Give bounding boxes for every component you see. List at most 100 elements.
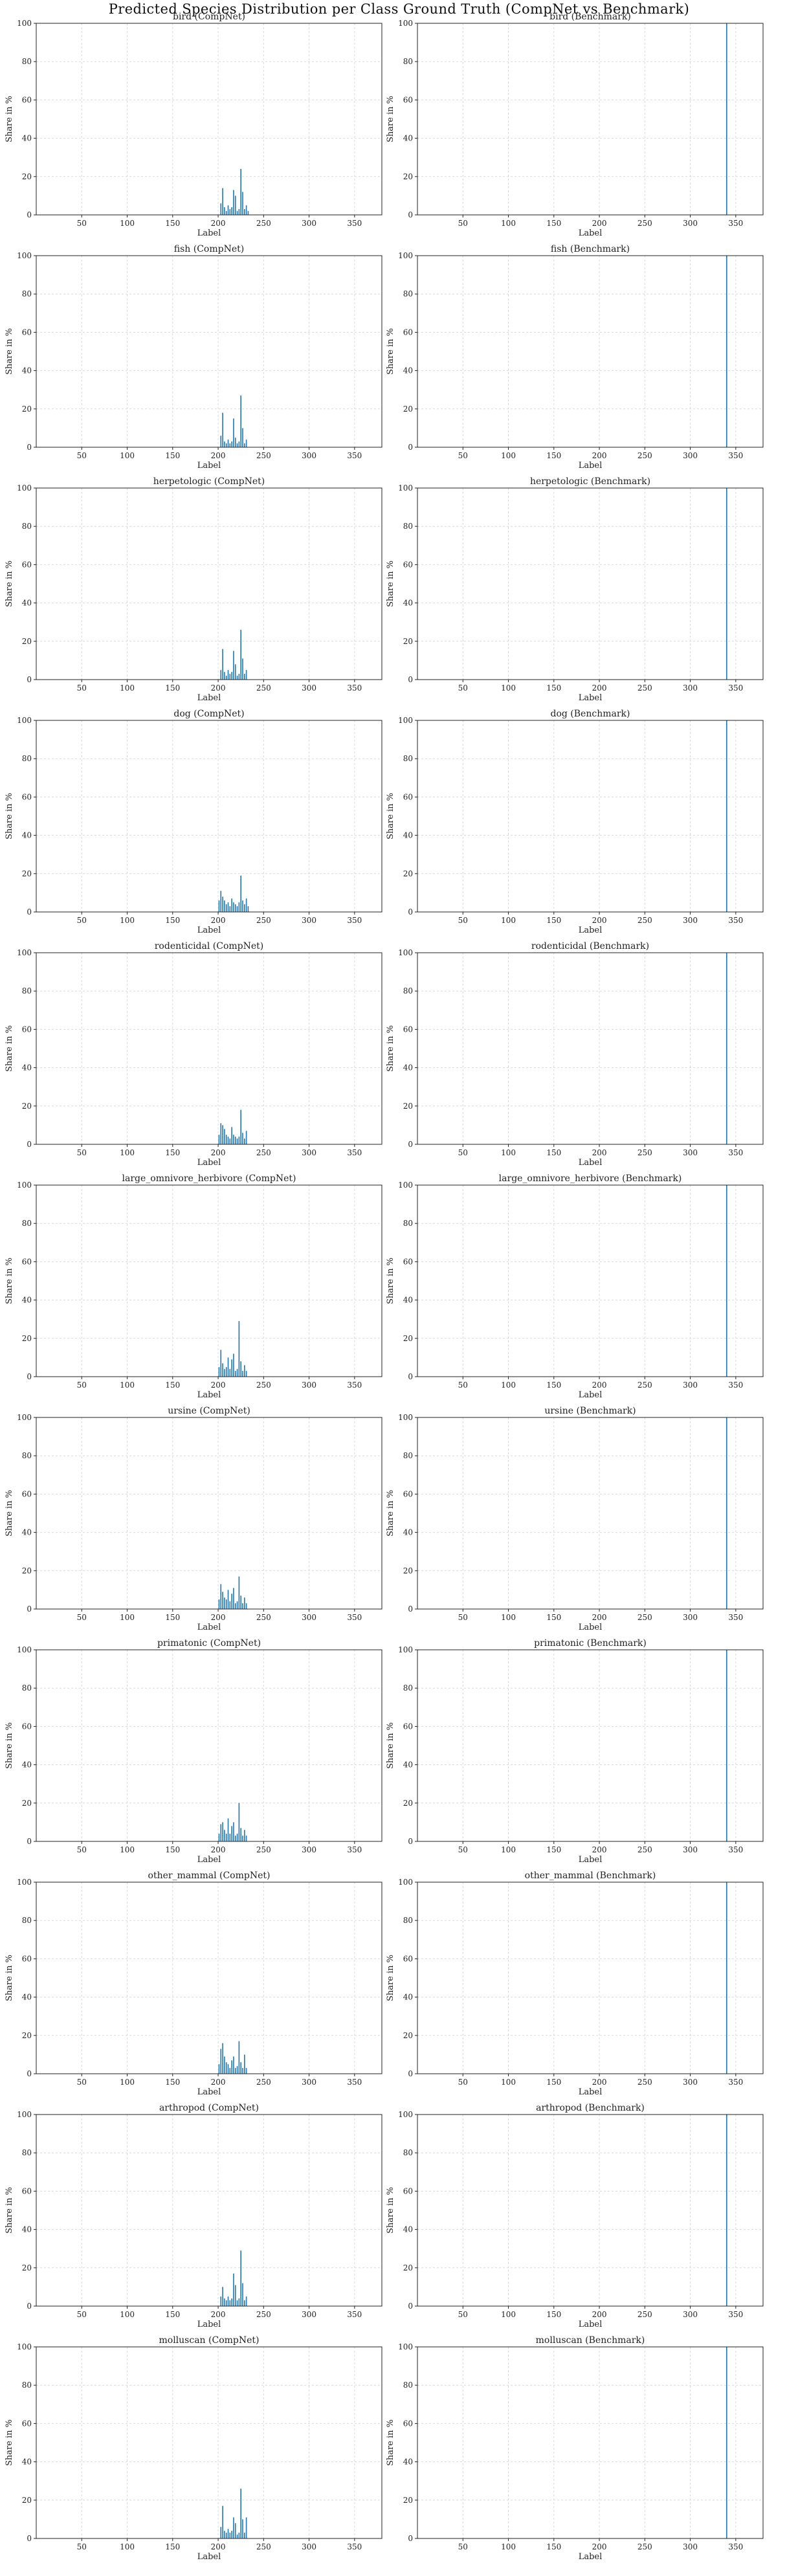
x-tick-label: 100 (501, 1845, 516, 1854)
chart-panel: herpetologic (Benchmark)50 100 150 200 250 30… (386, 476, 764, 703)
plot-frame (417, 23, 764, 216)
x-tick-label: 150 (165, 1148, 180, 1157)
x-tick-label: 50 (77, 451, 87, 460)
x-tick-label: 50 (458, 219, 468, 228)
y-tick-label: 60 (22, 1489, 32, 1498)
bar (220, 891, 222, 912)
y-tick-label: 20 (403, 1799, 413, 1808)
x-tick-label: 200 (592, 1845, 607, 1854)
bar (234, 664, 236, 680)
bar (222, 649, 223, 680)
x-tick-label: 100 (120, 2310, 135, 2319)
bar (222, 1822, 223, 1841)
y-tick-label: 0 (27, 2302, 32, 2311)
y-tick-label: 60 (403, 792, 413, 801)
x-tick-label: 250 (256, 1381, 271, 1390)
x-tick-label: 150 (165, 451, 180, 460)
y-tick-label: 20 (403, 405, 413, 414)
x-tick-label: 250 (256, 2310, 271, 2319)
x-tick-label: 250 (637, 219, 652, 228)
y-tick-label: 80 (22, 754, 32, 763)
x-tick-label: 250 (637, 2542, 652, 2551)
x-tick-label: 150 (165, 683, 180, 693)
chart-panel: bird (CompNet) 50 100 150 200 250 300 350 0 20 40 6… (5, 12, 382, 238)
chart-title: primatonic (Benchmark) (534, 1638, 647, 1649)
bar (240, 1595, 241, 1609)
x-tick-label: 200 (592, 683, 607, 693)
y-tick-label: 60 (22, 95, 32, 104)
bar (245, 205, 247, 215)
chart-panel: arthropod (Benchmark)50 100 150 200 250 300 35… (386, 2103, 764, 2329)
x-tick-label: 200 (211, 916, 226, 925)
y-tick-label: 0 (408, 2302, 413, 2311)
y-tick-label: 100 (398, 251, 413, 260)
x-tick-label: 200 (592, 1148, 607, 1157)
y-tick-label: 40 (22, 1993, 32, 2002)
y-axis-label: Share in % (5, 96, 14, 142)
x-tick-label: 300 (302, 916, 316, 925)
x-tick-label: 350 (728, 2542, 743, 2551)
bar (238, 1321, 240, 1377)
y-tick-label: 80 (22, 289, 32, 298)
y-tick-label: 40 (22, 366, 32, 375)
bar (222, 2505, 223, 2538)
bar (220, 1584, 222, 1609)
x-tick-label: 100 (120, 2542, 135, 2551)
chart-title: molluscan (Benchmark) (536, 2335, 645, 2346)
chart-panel: bird (Benchmark) 50 100 150 200 250 300 350 0 20 4… (386, 12, 764, 238)
bar (726, 1882, 727, 2074)
x-tick-label: 50 (77, 2078, 87, 2087)
bar (240, 2489, 241, 2538)
x-axis-label: Label (197, 1623, 221, 1632)
x-tick-label: 150 (546, 1381, 561, 1390)
bar (234, 2285, 236, 2306)
y-tick-label: 80 (22, 986, 32, 995)
y-axis-label: Share in % (386, 328, 395, 375)
x-axis-label: Label (197, 1855, 221, 1865)
chart-panel: ursine (CompNet) 50 100 150 200 250 300 350 0 20 4… (5, 1406, 382, 1632)
x-tick-label: 350 (728, 2078, 743, 2087)
chart-panel: ursine (Benchmark) 50 100 150 200 250 300 350 0 2… (386, 1406, 764, 1632)
bar (234, 2068, 236, 2074)
x-tick-label: 200 (592, 2542, 607, 2551)
y-axis-label: Share in % (386, 1490, 395, 1537)
chart-title: herpetologic (CompNet) (153, 476, 265, 487)
chart-title: rodenticidal (Benchmark) (531, 941, 649, 951)
plot-frame (36, 952, 382, 1145)
bar (224, 441, 225, 447)
bar (229, 2068, 231, 2074)
y-tick-label: 60 (403, 95, 413, 104)
x-tick-label: 350 (347, 1381, 362, 1390)
bar (224, 2531, 225, 2538)
x-tick-label: 300 (683, 1148, 698, 1157)
y-tick-label: 60 (403, 1257, 413, 1266)
plot-frame (417, 2346, 764, 2539)
plot-frame (36, 2114, 382, 2307)
y-tick-label: 80 (403, 1451, 413, 1460)
bar (222, 188, 223, 215)
x-tick-label: 100 (120, 916, 135, 925)
y-tick-label: 0 (27, 2069, 32, 2078)
chart-panel: dog (Benchmark) 50 100 150 200 250 300 350 0 20 40… (386, 709, 764, 935)
plot-frame (36, 1184, 382, 1377)
x-tick-label: 50 (458, 2310, 468, 2319)
plot-frame (36, 255, 382, 448)
chart-title: fish (Benchmark) (551, 244, 630, 254)
bar (229, 209, 231, 215)
y-tick-label: 60 (22, 792, 32, 801)
x-tick-label: 150 (546, 1148, 561, 1157)
y-tick-label: 80 (403, 986, 413, 995)
x-tick-label: 250 (637, 2078, 652, 2087)
y-tick-label: 40 (22, 2225, 32, 2234)
bar (227, 1590, 229, 1609)
chart-title: other_mammal (Benchmark) (525, 1871, 656, 1881)
y-tick-label: 40 (403, 1760, 413, 1770)
x-tick-label: 100 (120, 219, 135, 228)
x-tick-label: 200 (211, 1148, 226, 1157)
x-tick-label: 200 (592, 451, 607, 460)
bar (224, 1830, 225, 1841)
x-tick-label: 250 (637, 1613, 652, 1622)
chart-panel: rodenticidal (CompNet)50 100 150 200 250 300 3… (5, 941, 382, 1168)
bar (224, 1597, 225, 1609)
x-tick-label: 50 (77, 1613, 87, 1622)
